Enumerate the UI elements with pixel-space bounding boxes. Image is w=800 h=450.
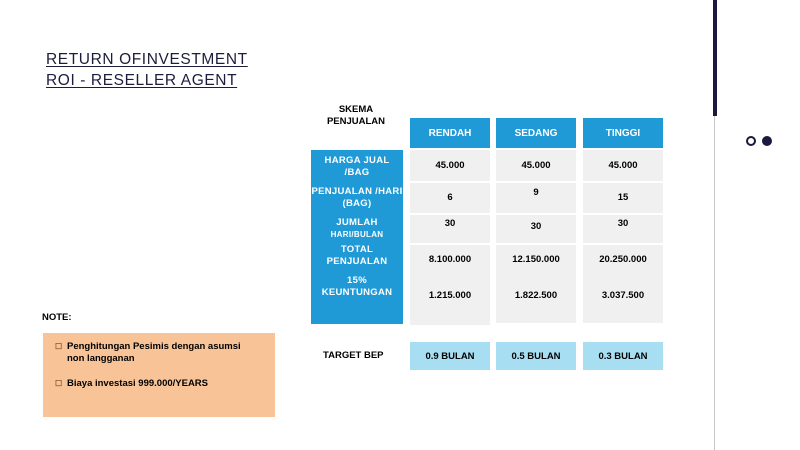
note-label: NOTE:: [42, 312, 72, 323]
checkbox-bullet-icon: ☐: [55, 342, 63, 351]
cell-harga-rendah: 45.000: [410, 150, 490, 181]
cell-penjualan-tinggi: 15: [583, 183, 663, 213]
cell-total-sedang: 12.150.000: [512, 254, 560, 265]
row-label-keuntungan: 15% KEUNTUNGAN: [321, 275, 393, 298]
title-line-1: RETURN OFINVESTMENT: [46, 51, 248, 68]
column-header-sedang: SEDANG: [496, 118, 576, 148]
row-label-total-penjualan: TOTAL PENJUALAN: [326, 244, 388, 267]
cell-penjualan-sedang: 9: [496, 183, 576, 213]
column-header-rendah: RENDAH: [410, 118, 490, 148]
cell-jumlah-tinggi: 30: [583, 215, 663, 243]
cell-block-rendah: 8.100.000 1.215.000: [410, 245, 490, 325]
filled-dot-icon: [762, 136, 772, 146]
cell-total-tinggi: 20.250.000: [599, 254, 647, 265]
note-item-text: Penghitungan Pesimis dengan asumsi non l…: [67, 341, 241, 364]
note-item: ☐ Penghitungan Pesimis dengan asumsi non…: [55, 341, 260, 365]
target-bep-label: TARGET BEP: [323, 350, 384, 361]
vertical-accent-bar: [713, 0, 717, 116]
row-label-panel: [311, 150, 403, 324]
cell-block-tinggi: 20.250.000 3.037.500: [583, 245, 663, 323]
cell-keuntungan-rendah: 1.215.000: [428, 290, 472, 301]
cell-keuntungan-sedang: 1.822.500: [514, 290, 558, 301]
title-line-2: ROI - RESELLER AGENT: [46, 72, 238, 89]
hollow-dot-icon: [746, 136, 756, 146]
row-label-harga-jual: HARGA JUAL /BAG: [324, 155, 390, 178]
target-bep-sedang: 0.5 BULAN: [496, 342, 576, 370]
row-label-penjualan: PENJUALAN /HARI (BAG): [311, 186, 403, 209]
row-label-jumlah-line1: JUMLAH: [336, 217, 378, 228]
row-label-jumlah: JUMLAH HARI/BULAN: [311, 217, 403, 241]
checkbox-bullet-icon: ☐: [55, 379, 63, 388]
note-item-text: Biaya investasi 999.000/YEARS: [67, 378, 209, 389]
cell-total-rendah: 8.100.000: [428, 254, 472, 265]
table-header-label: SKEMA PENJUALAN: [326, 104, 386, 127]
cell-jumlah-sedang: 30: [496, 215, 576, 243]
target-bep-rendah: 0.9 BULAN: [410, 342, 490, 370]
note-box: ☐ Penghitungan Pesimis dengan asumsi non…: [43, 333, 275, 417]
cell-jumlah-rendah: 30: [410, 215, 490, 243]
cell-block-sedang: 12.150.000 1.822.500: [496, 245, 576, 323]
cell-penjualan-rendah: 6: [410, 183, 490, 213]
row-label-jumlah-line2: HARI/BULAN: [330, 230, 384, 239]
cell-harga-tinggi: 45.000: [583, 150, 663, 181]
vertical-divider: [714, 116, 715, 450]
note-item: ☐ Biaya investasi 999.000/YEARS: [55, 378, 260, 390]
cell-keuntungan-tinggi: 3.037.500: [601, 290, 645, 301]
target-bep-tinggi: 0.3 BULAN: [583, 342, 663, 370]
cell-harga-sedang: 45.000: [496, 150, 576, 181]
column-header-tinggi: TINGGI: [583, 118, 663, 148]
